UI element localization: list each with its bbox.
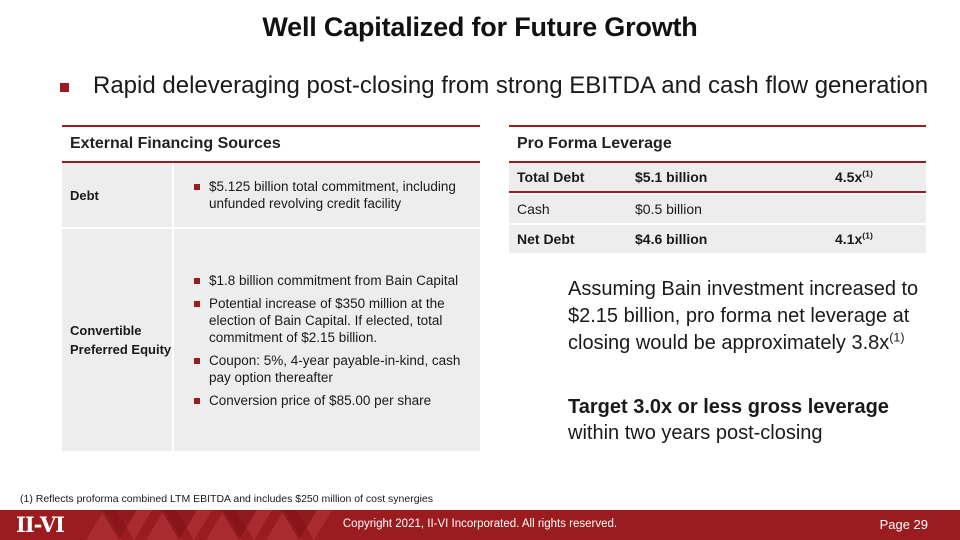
list-item: Conversion price of $85.00 per share (194, 392, 464, 409)
row-label-debt: Debt (62, 163, 174, 227)
leverage-table-header: Pro Forma Leverage (509, 125, 926, 161)
company-logo: II-VI (16, 512, 65, 537)
square-bullet-icon (194, 184, 200, 190)
row-label-convertible: Convertible Preferred Equity (62, 229, 174, 451)
target-text: Target 3.0x or less gross leverage withi… (568, 394, 938, 446)
cell-multiple: 4.1x(1) (835, 230, 873, 247)
financing-table: External Financing Sources Debt $5.125 b… (62, 125, 480, 453)
row-content-debt: $5.125 billion total commitment, includi… (174, 163, 480, 227)
page-title: Well Capitalized for Future Growth (262, 12, 698, 42)
square-bullet-icon (194, 397, 200, 404)
cell-amount: $5.1 billion (635, 169, 708, 185)
target-bold: Target 3.0x or less gross leverage (568, 396, 889, 418)
copyright-text: Copyright 2021, II-VI Incorporated. All … (342, 518, 618, 530)
table-row: Total Debt $5.1 billion 4.5x(1) (509, 161, 926, 193)
footnote: (1) Reflects proforma combined LTM EBITD… (20, 493, 433, 505)
cell-multiple: 4.5x(1) (835, 168, 873, 185)
table-row: Net Debt $4.6 billion 4.1x(1) (509, 223, 926, 253)
footnote-ref: (1) (862, 230, 873, 241)
page-number: Page 29 (879, 517, 928, 532)
assumption-text: Assuming Bain investment increased to $2… (568, 278, 919, 354)
footer-bar: II-VI Copyright 2021, II-VI Incorporated… (0, 510, 960, 540)
table-row: Cash $0.5 billion (509, 193, 926, 223)
list-item: Coupon: 5%, 4-year payable-in-kind, cash… (194, 352, 464, 386)
table-row: Convertible Preferred Equity $1.8 billio… (62, 229, 480, 453)
square-bullet-icon (60, 82, 69, 92)
row-content-convertible: $1.8 billion commitment from Bain Capita… (174, 229, 480, 451)
square-bullet-icon (194, 277, 200, 284)
list-item: $1.8 billion commitment from Bain Capita… (194, 272, 464, 289)
target-rest: within two years post-closing (568, 422, 823, 444)
table-row: Debt $5.125 billion total commitment, in… (62, 163, 480, 229)
leverage-table: Pro Forma Leverage Total Debt $5.1 billi… (509, 125, 926, 253)
headline-bullet-text: Rapid deleveraging post-closing from str… (93, 72, 929, 99)
cell-label: Net Debt (517, 231, 575, 247)
square-bullet-icon (194, 357, 200, 364)
footnote-ref: (1) (862, 168, 873, 179)
cell-label: Cash (517, 201, 550, 217)
cell-amount: $0.5 billion (635, 201, 702, 217)
financing-table-header: External Financing Sources (62, 125, 480, 163)
footnote-ref: (1) (889, 330, 905, 345)
cell-amount: $4.6 billion (635, 231, 708, 247)
square-bullet-icon (194, 300, 200, 307)
headline-bullet: Rapid deleveraging post-closing from str… (60, 72, 950, 100)
list-item: Potential increase of $350 million at th… (194, 295, 464, 346)
decorative-pattern (86, 510, 332, 540)
cell-label: Total Debt (517, 169, 585, 185)
list-item: $5.125 billion total commitment, includi… (194, 178, 464, 212)
